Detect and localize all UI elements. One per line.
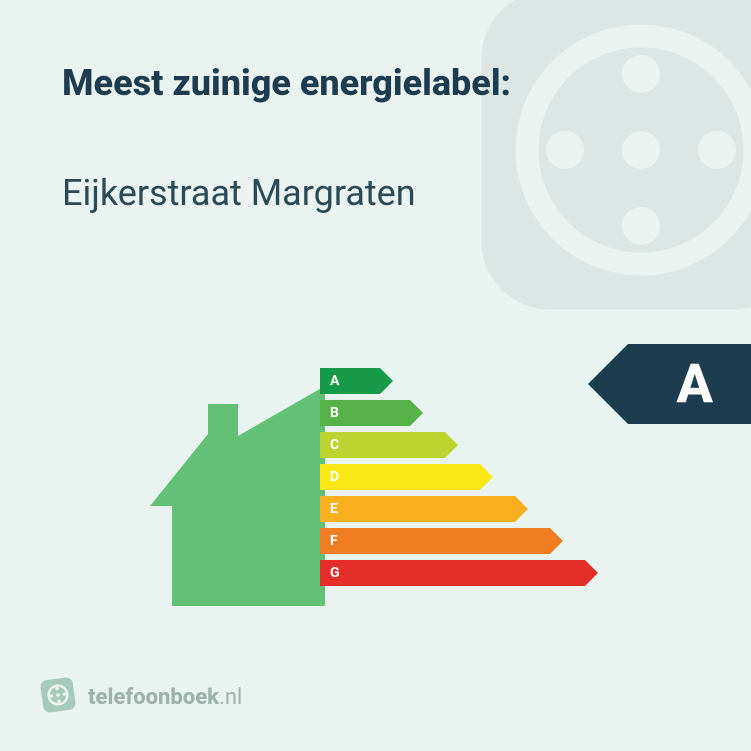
bar-letter: E — [330, 496, 338, 522]
energy-bar-E: E — [320, 496, 585, 522]
bar-letter: C — [330, 432, 339, 458]
bar-fill: E — [320, 496, 515, 522]
bar-fill: D — [320, 464, 480, 490]
bar-letter: G — [330, 560, 340, 586]
bar-letter: F — [330, 528, 338, 554]
bar-fill: F — [320, 528, 550, 554]
energy-bar-G: G — [320, 560, 585, 586]
energy-bar-A: A — [320, 368, 585, 394]
footer-text: telefoonboek.nl — [88, 685, 242, 710]
bar-fill: A — [320, 368, 380, 394]
bar-letter: B — [330, 400, 339, 426]
page-title: Meest zuinige energielabel: — [62, 62, 511, 104]
phonebook-icon — [40, 677, 76, 717]
selected-label-badge: A — [628, 344, 751, 424]
bar-letter: A — [330, 368, 339, 394]
energy-bars: ABCDEFG — [320, 368, 585, 592]
bar-fill: C — [320, 432, 445, 458]
background-watermark — [451, 0, 751, 344]
house-icon — [150, 386, 325, 610]
footer-brand-tld: .nl — [219, 685, 242, 710]
energy-bar-D: D — [320, 464, 585, 490]
energy-bar-C: C — [320, 432, 585, 458]
energy-bar-B: B — [320, 400, 585, 426]
bar-fill: G — [320, 560, 585, 586]
energy-bar-F: F — [320, 528, 585, 554]
bar-fill: B — [320, 400, 410, 426]
footer-brand-name: telefoonboek — [88, 685, 219, 710]
footer-brand: telefoonboek.nl — [40, 677, 242, 717]
location-name: Eijkerstraat Margraten — [62, 172, 416, 214]
selected-label-letter: A — [676, 353, 713, 416]
bar-letter: D — [330, 464, 339, 490]
